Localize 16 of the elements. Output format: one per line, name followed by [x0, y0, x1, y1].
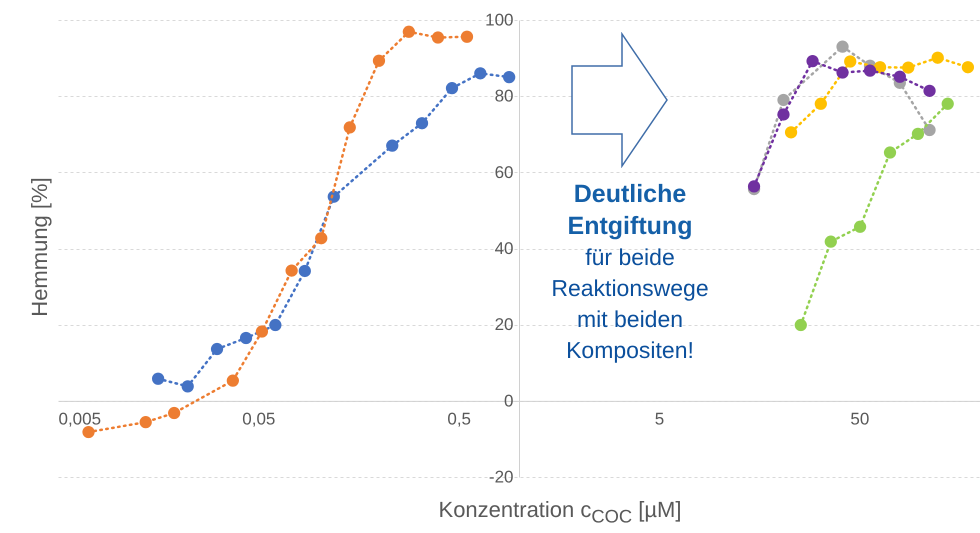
y-tick-label: 40	[494, 239, 514, 258]
y-tick-label: 60	[494, 162, 514, 182]
annotation: Deutliche Entgiftung	[566, 179, 694, 242]
x-tick-label: 0,005	[58, 409, 102, 428]
y-tick-label: -20	[488, 468, 514, 486]
y-tick-label: 0	[504, 391, 514, 410]
y-tick-label: 80	[494, 86, 514, 106]
annotation: für beide Reaktionswege mit beiden Kompositen!	[550, 243, 710, 365]
x-tick-label: 0,05	[242, 409, 276, 428]
y-axis-title: Hemmung [%]	[27, 177, 53, 317]
x-tick-label: 50	[850, 409, 870, 428]
x-tick-label: 5	[654, 409, 664, 428]
y-tick-label: 100	[485, 10, 514, 30]
x-axis-title: Konzentration c$_{COC}$ [µM]	[438, 497, 682, 528]
x-tick-label: 0,5	[447, 409, 472, 428]
y-tick-label: 20	[494, 315, 514, 334]
